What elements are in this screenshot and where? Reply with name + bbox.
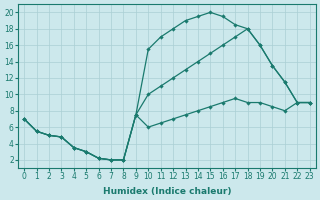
X-axis label: Humidex (Indice chaleur): Humidex (Indice chaleur) [103,187,231,196]
